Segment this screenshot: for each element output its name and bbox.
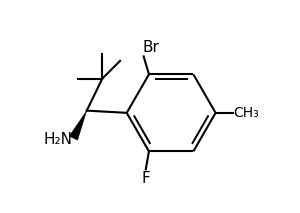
Text: H₂N: H₂N — [43, 132, 72, 147]
Text: F: F — [141, 171, 150, 186]
Polygon shape — [69, 111, 87, 140]
Text: CH₃: CH₃ — [234, 106, 259, 120]
Text: Br: Br — [142, 40, 160, 55]
